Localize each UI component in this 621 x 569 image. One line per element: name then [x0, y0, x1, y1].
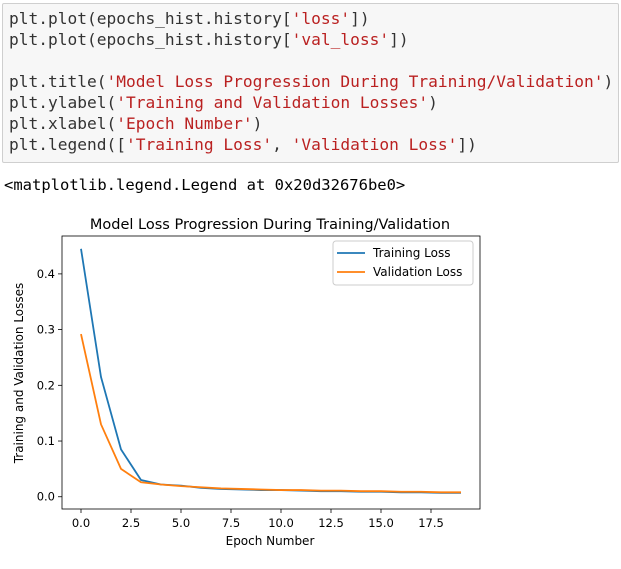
y-tick-label: 0.2 [37, 378, 55, 392]
x-tick-label: 5.0 [172, 516, 190, 530]
code-line: plt.ylabel('Training and Validation Loss… [9, 92, 438, 113]
code-token: plt.plot(epochs_hist.history[ [9, 30, 292, 49]
x-tick-label: 2.5 [122, 516, 140, 530]
x-tick-label: 17.5 [418, 516, 444, 530]
code-token: ]) [457, 135, 477, 154]
tick-layer: 0.0 2.5 5.0 7.5 10.0 12.5 15.0 17.5 0.0 0.1 0.2 0.3… [37, 267, 444, 530]
code-string-token: 'Epoch Number' [116, 114, 253, 133]
legend-label: Validation Loss [373, 265, 462, 279]
series-layer [80, 248, 461, 494]
code-token: plt.ylabel( [9, 93, 117, 112]
x-tick-label: 7.5 [222, 516, 240, 530]
code-line: plt.legend(['Training Loss', 'Validation… [9, 134, 477, 155]
legend-box [332, 240, 474, 286]
chart-title: Model Loss Progression During Training/V… [90, 217, 450, 233]
code-line: plt.title('Model Loss Progression During… [9, 71, 613, 92]
code-string-token: 'Training and Validation Losses' [116, 93, 429, 112]
code-token: ]) [350, 9, 370, 28]
code-token: ) [428, 93, 438, 112]
x-tick-label: 12.5 [318, 516, 344, 530]
legend: Training Loss Validation Loss [332, 240, 474, 286]
code-token: ) [252, 114, 263, 133]
code-token: plt.title( [9, 72, 107, 91]
code-string-token: 'Validation Loss' [291, 135, 458, 154]
code-string-token: 'val_loss' [291, 30, 390, 49]
x-tick-label: 15.0 [368, 516, 394, 530]
legend-label: Training Loss [372, 246, 450, 260]
code-token: plt.legend([ [9, 135, 126, 154]
cell-output: <matplotlib.legend.Legend at 0x20d32676b… [4, 176, 406, 194]
code-line: plt.plot(epochs_hist.history['loss']) [9, 8, 370, 29]
code-string-token: 'Model Loss Progression During Training/… [106, 72, 604, 91]
code-line: plt.plot(epochs_hist.history['val_loss']… [9, 29, 409, 50]
series-line-validation-loss [80, 333, 461, 494]
loss-chart: 0.0 2.5 5.0 7.5 10.0 12.5 15.0 17.5 0.0 0.1 0.2 0.3… [12, 217, 481, 548]
code-token: plt.plot(epochs_hist.history[ [9, 9, 292, 28]
y-tick-label: 0.4 [37, 267, 55, 281]
code-token: ) [603, 72, 614, 91]
y-tick-label: 0.0 [37, 490, 55, 504]
code-token: , [272, 135, 292, 154]
code-token: ]) [389, 30, 409, 49]
code-cell[interactable]: plt.plot(epochs_hist.history['loss']) plt… [2, 3, 619, 163]
x-tick-label: 0.0 [72, 516, 90, 530]
code-string-token: 'loss' [291, 9, 351, 28]
code-line: plt.xlabel('Epoch Number') [9, 113, 262, 134]
code-string-token: 'Training Loss' [125, 135, 273, 154]
code-token: plt.xlabel( [9, 114, 117, 133]
y-tick-label: 0.1 [37, 434, 55, 448]
y-axis-label: Training and Validation Losses [12, 283, 26, 465]
y-tick-label: 0.3 [37, 323, 55, 337]
x-axis-label: Epoch Number [226, 534, 315, 548]
x-tick-label: 10.0 [268, 516, 294, 530]
